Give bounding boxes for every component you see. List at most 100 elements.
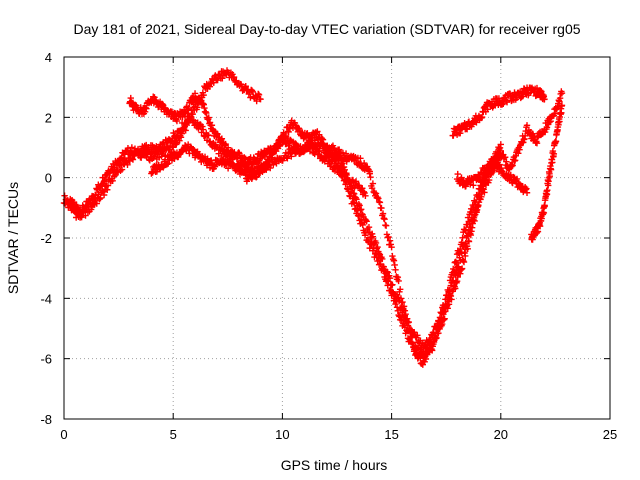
data-point [425, 347, 432, 354]
data-point [205, 132, 212, 139]
data-point [386, 274, 394, 282]
data-point [172, 134, 180, 142]
data-marks [60, 67, 566, 368]
data-point [450, 268, 458, 275]
data-point [111, 173, 118, 180]
data-point [381, 215, 388, 223]
data-point [497, 141, 504, 148]
data-point [399, 298, 406, 306]
data-point [533, 140, 541, 147]
data-point [459, 234, 466, 242]
data-point [523, 122, 531, 129]
data-point [529, 130, 536, 137]
data-point [443, 291, 451, 299]
data-point [78, 213, 85, 221]
data-point [375, 250, 383, 257]
y-tick-label: -4 [40, 291, 52, 306]
data-point [101, 177, 108, 184]
data-point [414, 332, 421, 339]
data-point [357, 206, 365, 213]
data-point [558, 102, 566, 109]
data-point [374, 193, 381, 201]
data-point [151, 150, 158, 157]
data-point [363, 218, 370, 225]
data-point [241, 154, 248, 161]
data-point [503, 158, 510, 165]
data-point [470, 216, 477, 223]
data-point [218, 152, 225, 160]
data-point [104, 186, 111, 193]
data-point [276, 142, 284, 150]
data-point [255, 91, 263, 99]
y-tick-label: 0 [45, 171, 52, 186]
data-point [464, 221, 471, 228]
x-tick-label: 5 [170, 427, 177, 442]
data-point [503, 98, 511, 106]
data-point [143, 105, 150, 112]
data-point [446, 277, 454, 284]
data-point [165, 160, 172, 167]
data-point [109, 177, 116, 185]
data-point [349, 185, 356, 192]
data-point [435, 320, 443, 327]
data-point [379, 210, 387, 217]
data-point [462, 252, 469, 260]
data-point [481, 189, 488, 196]
y-tick-label: 2 [45, 110, 52, 125]
data-point [345, 177, 352, 185]
data-point [176, 137, 183, 144]
data-point [523, 189, 531, 196]
x-axis-label: GPS time / hours [281, 457, 388, 473]
data-point [401, 307, 409, 314]
y-tick-label: -6 [40, 352, 52, 367]
data-point [540, 209, 548, 217]
data-point [352, 178, 360, 185]
data-point [369, 233, 377, 240]
data-point [96, 195, 103, 203]
data-point [368, 230, 376, 238]
data-point [547, 166, 555, 173]
data-point [327, 146, 334, 154]
data-point [362, 192, 369, 199]
data-point [442, 296, 449, 303]
data-point [374, 243, 381, 251]
data-point [477, 182, 484, 189]
data-point [513, 175, 521, 183]
data-point [430, 338, 437, 345]
data-point [460, 258, 468, 266]
data-point [476, 185, 483, 193]
data-point [173, 133, 180, 141]
data-point [323, 142, 331, 150]
data-point [509, 162, 516, 169]
data-point [248, 87, 256, 94]
data-point [546, 172, 553, 180]
data-point [388, 243, 395, 251]
data-point [463, 233, 470, 241]
y-axis-label: SDTVAR / TECUs [5, 182, 21, 294]
data-point [138, 149, 145, 156]
data-point [461, 226, 469, 233]
data-point [82, 212, 89, 219]
data-point [446, 286, 453, 294]
data-point [470, 182, 477, 189]
data-point [375, 195, 382, 202]
data-point [161, 144, 169, 151]
data-point [261, 166, 268, 174]
data-point [406, 325, 413, 333]
data-point [359, 185, 366, 192]
data-point [408, 333, 416, 341]
data-point [391, 261, 398, 269]
data-point [441, 303, 448, 310]
data-point [558, 90, 566, 97]
data-point [168, 138, 176, 145]
data-point [436, 319, 444, 326]
data-point [288, 153, 295, 160]
x-tick-label: 10 [275, 427, 289, 442]
data-point [355, 200, 363, 208]
data-point [214, 130, 221, 138]
data-point [468, 209, 476, 216]
data-point [69, 204, 77, 212]
data-point [550, 150, 558, 158]
grid [64, 57, 610, 419]
plot-frame [63, 56, 611, 420]
